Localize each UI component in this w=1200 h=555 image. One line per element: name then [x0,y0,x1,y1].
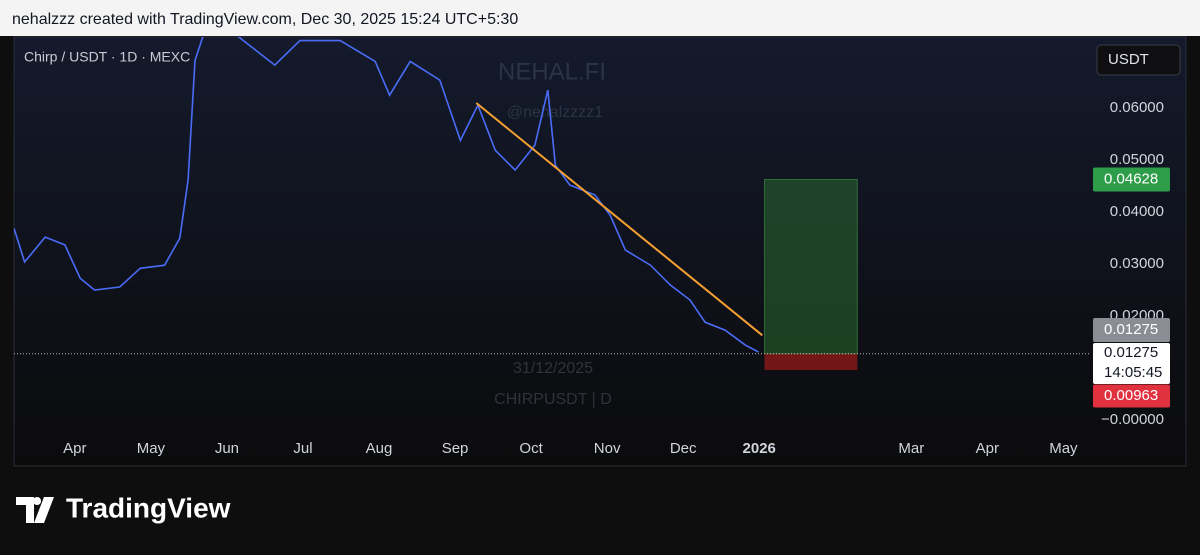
chart-panel [13,36,1187,467]
y-tick-label: 0.03000 [1110,255,1164,272]
watermark: CHIRPUSDT | D [494,391,612,408]
attribution: nehalzzz created with TradingView.com, D… [12,11,518,28]
watermark: 31/12/2025 [513,360,593,377]
top-strip [0,0,1200,36]
x-tick-label: Apr [63,440,86,457]
x-tick-label: Jun [215,440,239,457]
watermark: NEHAL.FI [498,58,606,85]
y-tick-label: −0.00000 [1101,411,1164,428]
y-tick-label: 0.05000 [1110,151,1164,168]
target-tag-bg [1093,167,1170,192]
entry-tag-bg [1093,318,1170,342]
x-tick-label: Oct [519,440,543,457]
y-tick-label: 0.04000 [1110,203,1164,220]
countdown: 14:05:45 [1104,364,1162,381]
brand: TradingView [66,492,231,523]
x-tick-label: 2026 [743,440,776,457]
watermark: @nehalzzzz1 [507,104,603,121]
stop-tag: 0.00963 [1104,387,1158,404]
target-zone [764,179,858,355]
target-tag: 0.04628 [1104,170,1158,187]
x-tick-label: May [1049,440,1078,457]
currency-label: USDT [1108,51,1149,68]
stop-zone [764,353,858,370]
x-tick-label: Nov [594,440,621,457]
x-tick-label: Mar [898,440,924,457]
x-tick-label: Jul [293,440,312,457]
x-tick-label: Aug [366,440,393,457]
chart-title: Chirp / USDT · 1D · MEXC [24,49,190,65]
x-tick-label: Apr [976,440,999,457]
stop-tag-bg [1093,384,1170,408]
last-price-tag-bg [1093,343,1170,384]
x-tick-label: Sep [442,440,469,457]
y-tick-label: 0.06000 [1110,99,1164,116]
currency-button[interactable] [1096,44,1181,76]
last-price-tag: 0.01275 [1104,344,1158,361]
trendline [475,102,763,337]
logo: TradingView [16,492,231,523]
entry-tag: 0.01275 [1104,321,1158,338]
price-line [14,37,759,353]
x-tick-label: Dec [670,440,697,457]
x-tick-label: May [137,440,166,457]
axes: −0.000000.020000.030000.040000.050000.06… [14,99,1170,457]
logo-icon [16,497,54,523]
plot [14,37,858,370]
